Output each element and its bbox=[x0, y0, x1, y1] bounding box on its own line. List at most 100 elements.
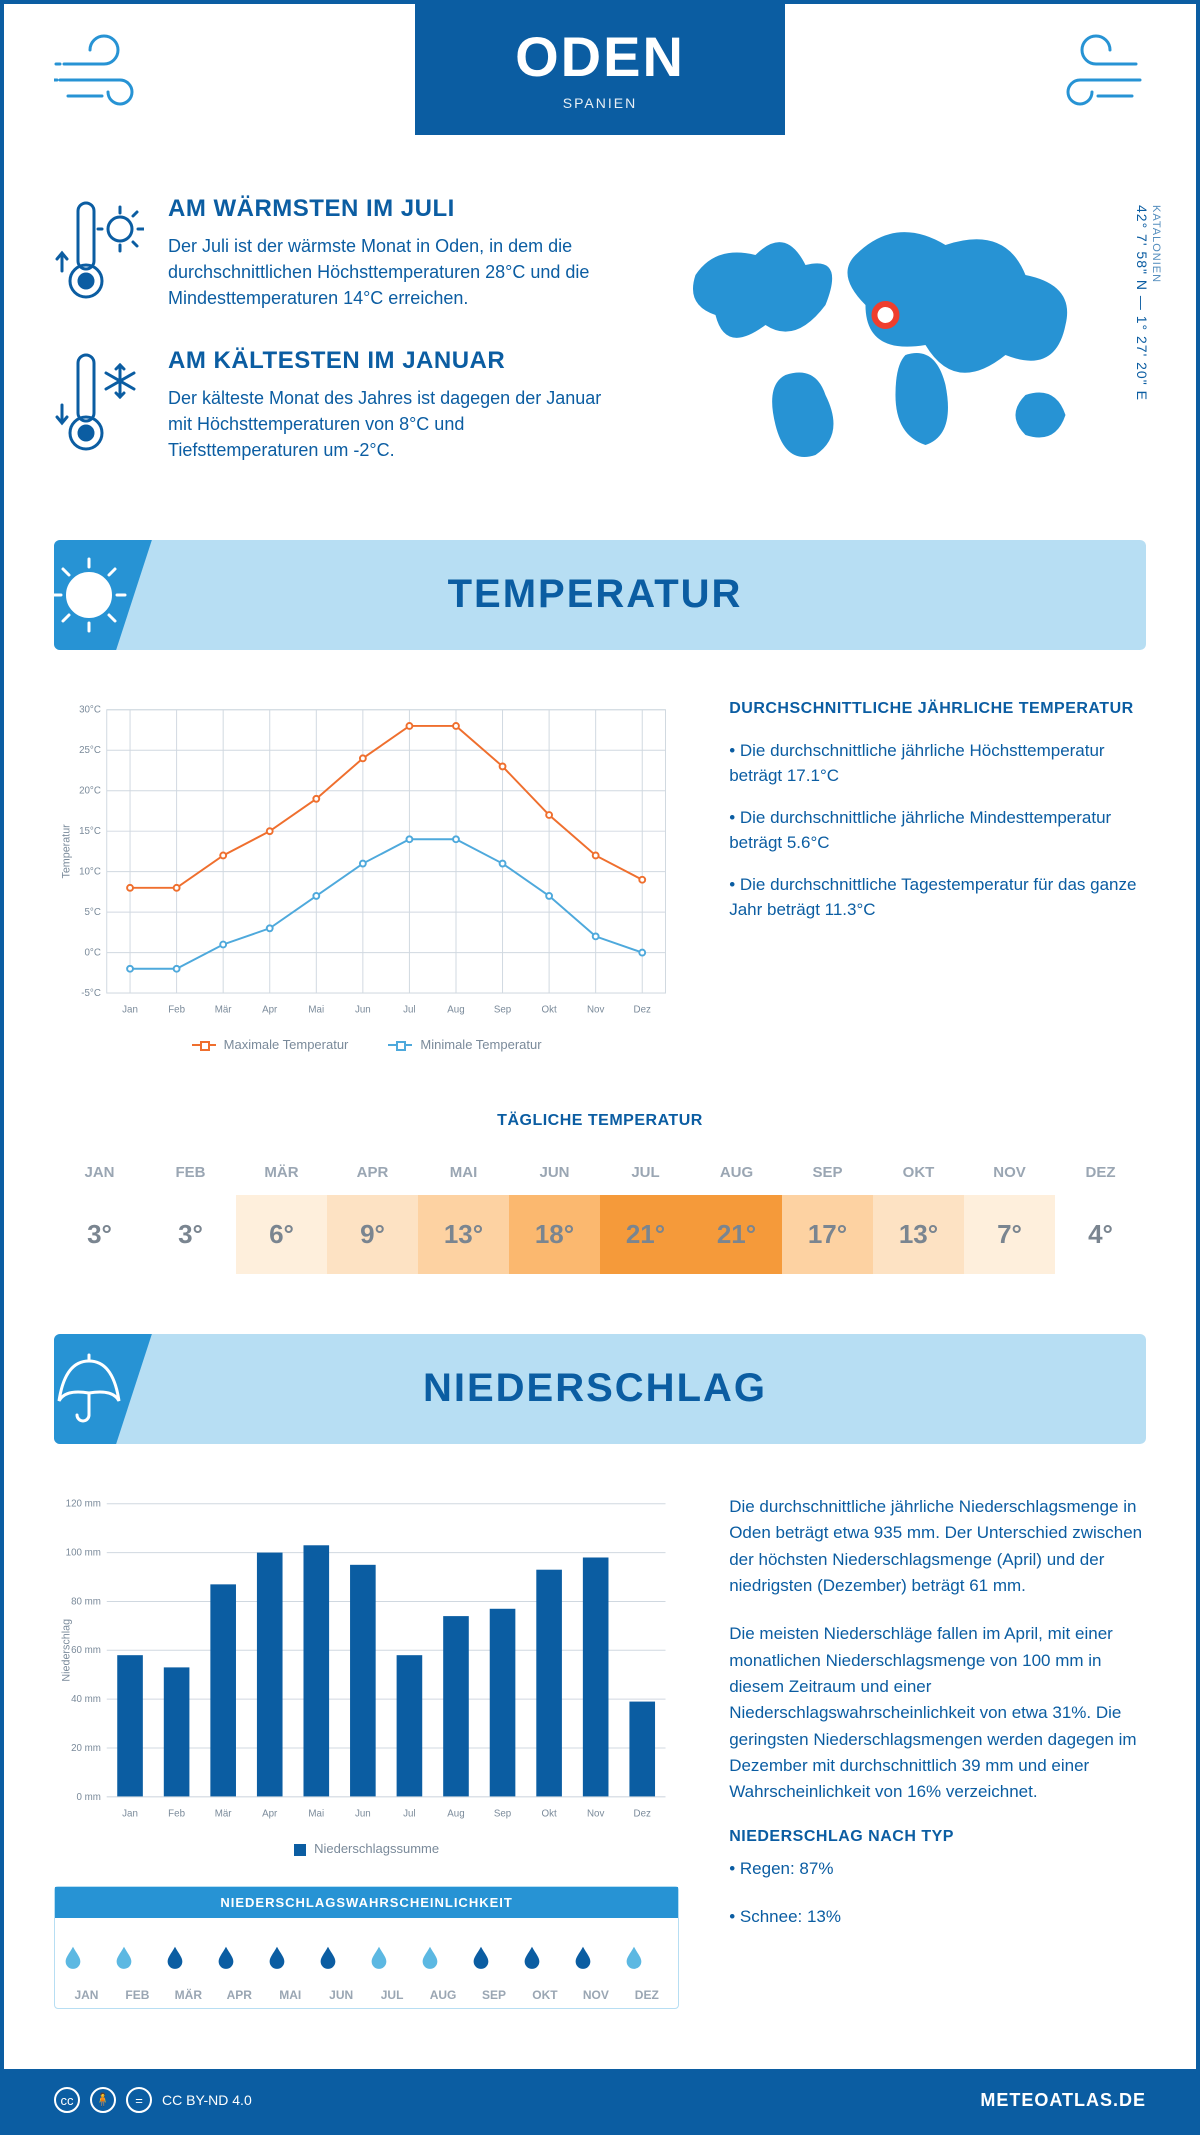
temperature-info: DURCHSCHNITTLICHE JÄHRLICHE TEMPERATUR •… bbox=[729, 700, 1146, 1052]
daily-month-label: APR bbox=[327, 1150, 418, 1195]
daily-month-label: NOV bbox=[964, 1150, 1055, 1195]
svg-text:Mär: Mär bbox=[215, 1004, 233, 1015]
daily-month-label: JUL bbox=[600, 1150, 691, 1195]
legend-precip: Niederschlagssumme bbox=[294, 1841, 439, 1856]
precip-type-bullet: • Regen: 87% bbox=[729, 1856, 1146, 1882]
raindrop-icon: 28% bbox=[574, 1930, 618, 1984]
svg-text:25°C: 25°C bbox=[79, 745, 101, 756]
temp-info-bullet: • Die durchschnittliche jährliche Mindes… bbox=[729, 805, 1146, 856]
temperature-legend: Maximale Temperatur Minimale Temperatur bbox=[54, 1037, 679, 1052]
raindrop-icon: 29% bbox=[268, 1930, 312, 1984]
temperature-row: -5°C0°C5°C10°C15°C20°C25°C30°CJanFebMärA… bbox=[4, 650, 1196, 1072]
raindrop-icon: 25% bbox=[472, 1930, 516, 1984]
by-icon: 🧍 bbox=[90, 2087, 116, 2113]
svg-text:Okt: Okt bbox=[542, 1808, 557, 1819]
probability-month: JAN bbox=[61, 1988, 112, 2002]
probability-value: 16% bbox=[643, 1954, 669, 1969]
probability-cell: 17% JUL bbox=[367, 1930, 418, 2002]
probability-month: SEP bbox=[469, 1988, 520, 2002]
svg-text:Aug: Aug bbox=[447, 1004, 464, 1015]
daily-temp-value: 9° bbox=[327, 1195, 418, 1274]
daily-temp-cell: SEP 17° bbox=[782, 1150, 873, 1274]
raindrop-icon: 26% bbox=[166, 1930, 210, 1984]
svg-text:Dez: Dez bbox=[634, 1004, 651, 1015]
raindrop-icon: 28% bbox=[319, 1930, 363, 1984]
daily-temp-cell: JUN 18° bbox=[509, 1150, 600, 1274]
probability-title: NIEDERSCHLAGSWAHRSCHEINLICHKEIT bbox=[55, 1887, 678, 1918]
country-subtitle: SPANIEN bbox=[515, 95, 685, 111]
probability-value: 21% bbox=[133, 1954, 159, 1969]
precip-type-title: NIEDERSCHLAG NACH TYP bbox=[729, 1828, 1146, 1846]
nd-icon: = bbox=[126, 2087, 152, 2113]
svg-text:15°C: 15°C bbox=[79, 826, 101, 837]
svg-text:Temperatur: Temperatur bbox=[61, 823, 73, 878]
daily-temp-value: 3° bbox=[54, 1195, 145, 1274]
daily-month-label: JAN bbox=[54, 1150, 145, 1195]
precip-text: Die durchschnittliche jährliche Niedersc… bbox=[729, 1494, 1146, 2009]
section-banner-precip: NIEDERSCHLAG bbox=[54, 1334, 1146, 1444]
license-text: CC BY-ND 4.0 bbox=[162, 2092, 252, 2108]
svg-text:100 mm: 100 mm bbox=[66, 1547, 101, 1558]
svg-text:Feb: Feb bbox=[168, 1004, 185, 1015]
intro-map: KATALONIEN 42° 7' 58" N — 1° 27' 20" E bbox=[645, 195, 1146, 500]
svg-text:Jan: Jan bbox=[122, 1004, 138, 1015]
probability-month: MAI bbox=[265, 1988, 316, 2002]
probability-month: AUG bbox=[418, 1988, 469, 2002]
cc-icon: cc bbox=[54, 2087, 80, 2113]
daily-temp-value: 21° bbox=[691, 1195, 782, 1274]
daily-temp-value: 3° bbox=[145, 1195, 236, 1274]
map-coordinates: KATALONIEN 42° 7' 58" N — 1° 27' 20" E bbox=[1134, 205, 1162, 401]
probability-cell: 26% OKT bbox=[519, 1930, 570, 2002]
page: ODEN SPANIEN bbox=[0, 0, 1200, 2135]
probability-value: 26% bbox=[541, 1954, 567, 1969]
probability-cell: 21% FEB bbox=[112, 1930, 163, 2002]
intro-facts: AM WÄRMSTEN IM JULI Der Juli ist der wär… bbox=[54, 195, 605, 500]
precip-chart: 0 mm20 mm40 mm60 mm80 mm100 mm120 mmJanF… bbox=[54, 1494, 679, 1826]
probability-cell: 28% JUN bbox=[316, 1930, 367, 2002]
legend-min: Minimale Temperatur bbox=[388, 1037, 541, 1052]
daily-temp-cell: JUL 21° bbox=[600, 1150, 691, 1274]
svg-text:Aug: Aug bbox=[447, 1808, 464, 1819]
daily-month-label: SEP bbox=[782, 1150, 873, 1195]
section-title-temperature: TEMPERATUR bbox=[134, 572, 1146, 617]
legend-max: Maximale Temperatur bbox=[192, 1037, 349, 1052]
map-region: KATALONIEN bbox=[1150, 205, 1162, 391]
svg-text:0 mm: 0 mm bbox=[77, 1792, 101, 1803]
temperature-chart: -5°C0°C5°C10°C15°C20°C25°C30°CJanFebMärA… bbox=[54, 700, 679, 1052]
daily-month-label: DEZ bbox=[1055, 1150, 1146, 1195]
probability-value: 25% bbox=[490, 1954, 516, 1969]
daily-month-label: MÄR bbox=[236, 1150, 327, 1195]
daily-temp-cell: MÄR 6° bbox=[236, 1150, 327, 1274]
fact-coldest: AM KÄLTESTEN IM JANUAR Der kälteste Mona… bbox=[54, 347, 605, 463]
precip-legend: Niederschlagssumme bbox=[54, 1841, 679, 1856]
daily-month-label: AUG bbox=[691, 1150, 782, 1195]
probability-month: MÄR bbox=[163, 1988, 214, 2002]
svg-text:Nov: Nov bbox=[587, 1004, 604, 1015]
daily-temp-value: 13° bbox=[418, 1195, 509, 1274]
probability-cell: 16% DEZ bbox=[621, 1930, 672, 2002]
svg-text:Jan: Jan bbox=[122, 1808, 138, 1819]
probability-month: FEB bbox=[112, 1988, 163, 2002]
daily-temp-value: 4° bbox=[1055, 1195, 1146, 1274]
probability-box: NIEDERSCHLAGSWAHRSCHEINLICHKEIT 19% JAN … bbox=[54, 1886, 679, 2009]
thermometer-snow-icon bbox=[54, 347, 144, 463]
fact-warmest-title: AM WÄRMSTEN IM JULI bbox=[168, 195, 605, 223]
svg-text:30°C: 30°C bbox=[79, 704, 101, 715]
daily-month-label: JUN bbox=[509, 1150, 600, 1195]
daily-temp-cell: FEB 3° bbox=[145, 1150, 236, 1274]
section-banner-temperature: TEMPERATUR bbox=[54, 540, 1146, 650]
probability-month: APR bbox=[214, 1988, 265, 2002]
section-title-precip: NIEDERSCHLAG bbox=[134, 1366, 1146, 1411]
probability-value: 28% bbox=[592, 1954, 618, 1969]
fact-coldest-text: AM KÄLTESTEN IM JANUAR Der kälteste Mona… bbox=[168, 347, 605, 463]
probability-cell: 28% NOV bbox=[570, 1930, 621, 2002]
probability-month: JUN bbox=[316, 1988, 367, 2002]
header-row: ODEN SPANIEN bbox=[4, 4, 1196, 175]
fact-coldest-body: Der kälteste Monat des Jahres ist dagege… bbox=[168, 385, 605, 463]
svg-text:20°C: 20°C bbox=[79, 785, 101, 796]
daily-temp-value: 17° bbox=[782, 1195, 873, 1274]
probability-cell: 22% AUG bbox=[418, 1930, 469, 2002]
daily-temp-cell: MAI 13° bbox=[418, 1150, 509, 1274]
fact-warmest-text: AM WÄRMSTEN IM JULI Der Juli ist der wär… bbox=[168, 195, 605, 311]
daily-temp-value: 21° bbox=[600, 1195, 691, 1274]
